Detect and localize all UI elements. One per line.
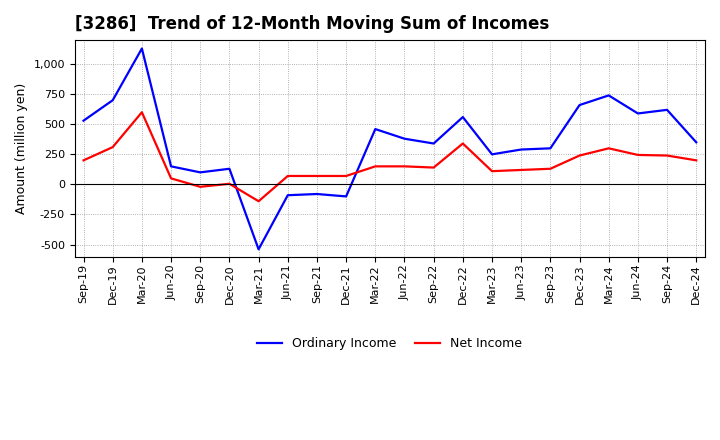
Ordinary Income [662, 107, 671, 113]
Line: Ordinary Income: Ordinary Income [84, 48, 696, 249]
Net Income [225, 181, 234, 187]
Ordinary Income [371, 126, 379, 132]
Ordinary Income [692, 139, 701, 145]
Net Income [634, 152, 642, 158]
Ordinary Income [604, 93, 613, 98]
Net Income [196, 184, 204, 190]
Ordinary Income [167, 164, 176, 169]
Ordinary Income [400, 136, 409, 141]
Y-axis label: Amount (million yen): Amount (million yen) [15, 83, 28, 214]
Net Income [109, 144, 117, 150]
Net Income [662, 153, 671, 158]
Net Income [692, 158, 701, 163]
Net Income [429, 165, 438, 170]
Ordinary Income [109, 98, 117, 103]
Ordinary Income [138, 46, 146, 51]
Ordinary Income [634, 111, 642, 116]
Net Income [312, 173, 321, 179]
Net Income [342, 173, 351, 179]
Net Income [254, 198, 263, 204]
Net Income [79, 158, 88, 163]
Net Income [284, 173, 292, 179]
Legend: Ordinary Income, Net Income: Ordinary Income, Net Income [252, 332, 528, 355]
Ordinary Income [284, 193, 292, 198]
Line: Net Income: Net Income [84, 112, 696, 201]
Ordinary Income [546, 146, 554, 151]
Ordinary Income [79, 118, 88, 123]
Ordinary Income [487, 152, 496, 157]
Ordinary Income [196, 170, 204, 175]
Ordinary Income [312, 191, 321, 197]
Net Income [167, 176, 176, 181]
Ordinary Income [429, 141, 438, 146]
Net Income [371, 164, 379, 169]
Net Income [487, 169, 496, 174]
Net Income [517, 167, 526, 172]
Net Income [546, 166, 554, 172]
Net Income [459, 141, 467, 146]
Ordinary Income [517, 147, 526, 152]
Net Income [604, 146, 613, 151]
Text: [3286]  Trend of 12-Month Moving Sum of Incomes: [3286] Trend of 12-Month Moving Sum of I… [75, 15, 549, 33]
Ordinary Income [254, 247, 263, 252]
Net Income [400, 164, 409, 169]
Ordinary Income [459, 114, 467, 120]
Ordinary Income [225, 166, 234, 172]
Net Income [138, 110, 146, 115]
Ordinary Income [342, 194, 351, 199]
Net Income [575, 153, 584, 158]
Ordinary Income [575, 103, 584, 108]
